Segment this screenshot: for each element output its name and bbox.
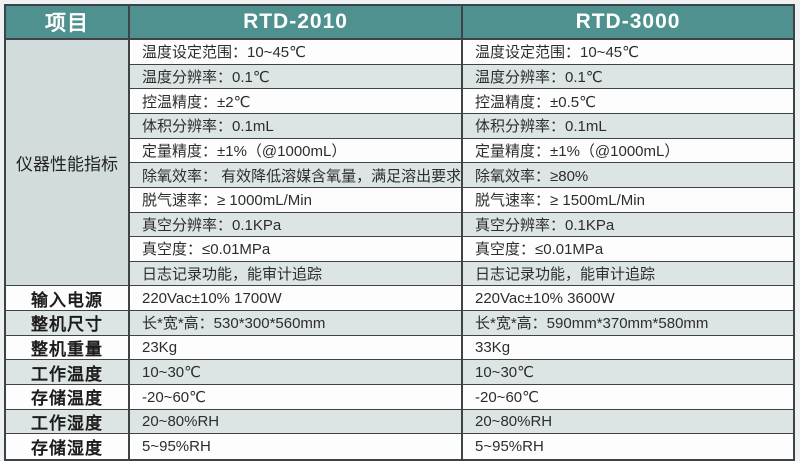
- row-label-storage-humidity: 存储湿度: [6, 434, 130, 459]
- header-rtd-3000: RTD-3000: [463, 6, 793, 40]
- spec-vacuum-resolution-rtd2010: 真空分辨率：0.1KPa: [130, 212, 463, 238]
- spec-volume-resolution-rtd2010: 体积分辨率：0.1mL: [130, 113, 463, 139]
- spec-power-input-rtd2010: 220Vac±10% 1700W: [130, 286, 463, 312]
- spec-quantify-accuracy-rtd3000: 定量精度：±1%（@1000mL）: [463, 138, 793, 164]
- spec-storage-temp-rtd3000: -20~60℃: [463, 385, 793, 410]
- spec-weight-rtd3000: 33Kg: [463, 335, 793, 361]
- spec-temp-range-rtd2010: 温度设定范围：10~45℃: [130, 40, 463, 65]
- spec-audit-log-rtd3000: 日志记录功能，能审计追踪: [463, 261, 793, 287]
- spec-audit-log-rtd2010: 日志记录功能，能审计追踪: [130, 261, 463, 287]
- spec-vacuum-resolution-rtd3000: 真空分辨率：0.1KPa: [463, 212, 793, 238]
- spec-temp-accuracy-rtd3000: 控温精度：±0.5℃: [463, 89, 793, 114]
- spec-degas-rate-rtd2010: 脱气速率：≥ 1000mL/Min: [130, 187, 463, 213]
- row-label-weight: 整机重量: [6, 335, 130, 361]
- spec-temp-accuracy-rtd2010: 控温精度：±2℃: [130, 89, 463, 114]
- row-label-storage-temp: 存储温度: [6, 385, 130, 410]
- spec-working-humidity-rtd3000: 20~80%RH: [463, 409, 793, 435]
- spec-degas-rate-rtd3000: 脱气速率：≥ 1500mL/Min: [463, 187, 793, 213]
- header-item-column: 项目: [6, 6, 130, 40]
- row-label-working-humidity: 工作湿度: [6, 409, 130, 435]
- spec-storage-humidity-rtd2010: 5~95%RH: [130, 434, 463, 459]
- spec-power-input-rtd3000: 220Vac±10% 3600W: [463, 286, 793, 312]
- spec-temp-resolution-rtd3000: 温度分辨率：0.1℃: [463, 64, 793, 90]
- spec-dimensions-rtd2010: 长*宽*高：530*300*560mm: [130, 311, 463, 336]
- spec-temp-resolution-rtd2010: 温度分辨率：0.1℃: [130, 64, 463, 90]
- spec-deoxygen-efficiency-rtd2010: 除氧效率： 有效降低溶媒含氧量，满足溶出要求: [130, 163, 463, 188]
- spec-volume-resolution-rtd3000: 体积分辨率：0.1mL: [463, 113, 793, 139]
- spec-weight-rtd2010: 23Kg: [130, 335, 463, 361]
- spec-working-humidity-rtd2010: 20~80%RH: [130, 409, 463, 435]
- spec-quantify-accuracy-rtd2010: 定量精度：±1%（@1000mL）: [130, 138, 463, 164]
- row-label-power-input: 输入电源: [6, 286, 130, 312]
- spec-vacuum-degree-rtd2010: 真空度：≤0.01MPa: [130, 237, 463, 262]
- spec-working-temp-rtd3000: 10~30℃: [463, 360, 793, 386]
- section-label-performance: 仪器性能指标: [6, 40, 130, 287]
- header-rtd-2010: RTD-2010: [130, 6, 463, 40]
- spec-storage-humidity-rtd3000: 5~95%RH: [463, 434, 793, 459]
- spec-working-temp-rtd2010: 10~30℃: [130, 360, 463, 386]
- spec-storage-temp-rtd2010: -20~60℃: [130, 385, 463, 410]
- spec-dimensions-rtd3000: 长*宽*高：590mm*370mm*580mm: [463, 311, 793, 336]
- spec-vacuum-degree-rtd3000: 真空度：≤0.01MPa: [463, 237, 793, 262]
- spec-temp-range-rtd3000: 温度设定范围：10~45℃: [463, 40, 793, 65]
- product-spec-table: 项目 RTD-2010 RTD-3000 仪器性能指标 温度设定范围：10~45…: [4, 4, 795, 461]
- spec-deoxygen-efficiency-rtd3000: 除氧效率：≥80%: [463, 163, 793, 188]
- row-label-dimensions: 整机尺寸: [6, 311, 130, 336]
- row-label-working-temp: 工作温度: [6, 360, 130, 386]
